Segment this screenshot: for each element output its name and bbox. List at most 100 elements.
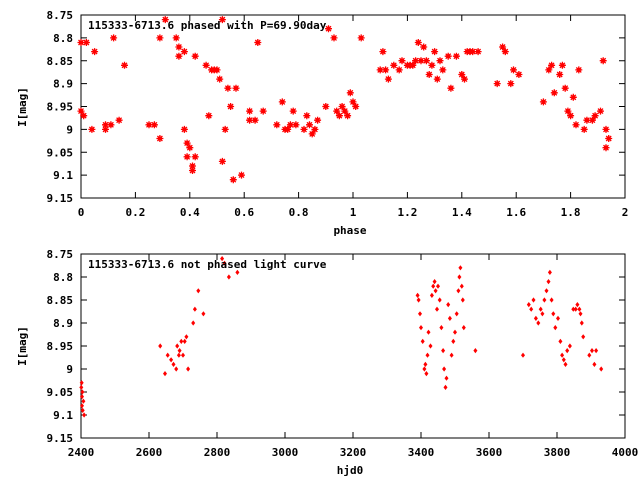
x-tick-label: 0.2 (125, 206, 145, 219)
data-point (514, 70, 524, 79)
data-point (155, 33, 165, 43)
data-point (579, 320, 584, 326)
x-tick-label: 3000 (272, 446, 299, 459)
data-point (459, 283, 464, 289)
data-point (425, 352, 430, 358)
data-point (549, 297, 554, 303)
data-point (172, 33, 181, 43)
y-tick-label: 8.8 (53, 32, 73, 45)
x-tick-label: 3200 (340, 446, 367, 459)
x-tick-label: 0.6 (234, 206, 254, 219)
data-point (587, 352, 592, 358)
data-point (575, 302, 580, 308)
data-point (538, 306, 543, 312)
data-point (590, 348, 594, 354)
data-point (175, 343, 180, 349)
data-point (604, 134, 613, 143)
data-point (235, 269, 240, 275)
data-point (185, 143, 194, 152)
data-point (289, 106, 298, 116)
data-point (346, 88, 355, 97)
data-point (250, 116, 260, 125)
data-point (460, 74, 469, 84)
x-tick-label: 3600 (476, 446, 503, 459)
data-point (577, 306, 582, 312)
data-point (429, 292, 434, 298)
data-point (493, 79, 502, 88)
data-point (259, 106, 268, 116)
data-point (313, 116, 322, 125)
data-point (237, 170, 246, 180)
data-point (114, 116, 124, 125)
data-point (177, 348, 182, 354)
data-point (546, 279, 551, 285)
x-tick-label: 1.8 (561, 206, 581, 219)
data-point (457, 274, 462, 280)
data-point (435, 56, 445, 65)
data-point (424, 371, 429, 377)
data-point (590, 111, 600, 120)
data-point (82, 412, 87, 418)
x-tick-label: 2 (622, 206, 629, 219)
data-point (378, 47, 388, 56)
data-point (555, 70, 564, 79)
data-point (82, 38, 91, 47)
data-point (422, 56, 431, 65)
data-point (536, 320, 541, 326)
y-axis-title: I[mag] (16, 87, 29, 127)
y-tick-label: 9.1 (53, 409, 73, 422)
data-point (397, 56, 407, 65)
x-axis-ticks: 2400 2600 2800 3000 3200 3400 3600 3800 4000 (68, 254, 639, 459)
x-tick-label: 4000 (612, 446, 639, 459)
x-tick-label: 2600 (136, 446, 163, 459)
data-point (558, 338, 563, 344)
data-point (310, 125, 320, 134)
data-point (302, 111, 311, 120)
data-point (218, 157, 227, 166)
data-point (176, 352, 181, 358)
data-point (446, 84, 456, 93)
y-tick-label: 8.9 (53, 317, 73, 330)
data-point (245, 106, 254, 116)
data-point (182, 152, 192, 161)
data-point (155, 134, 165, 143)
data-point (529, 306, 534, 312)
y-tick-label: 9.15 (47, 432, 74, 445)
data-point (561, 357, 566, 363)
x-tick-label: 0.4 (180, 206, 200, 219)
data-point (79, 380, 84, 386)
x-tick-label: 2800 (204, 446, 231, 459)
data-point (443, 384, 448, 390)
data-point (473, 348, 478, 354)
data-point (81, 398, 86, 404)
data-point (174, 42, 184, 52)
data-point (220, 256, 225, 262)
y-tick-label: 8.75 (47, 248, 74, 261)
data-point (599, 366, 604, 372)
x-tick-label: 0.8 (289, 206, 309, 219)
data-point (188, 166, 197, 175)
data-point (550, 88, 559, 97)
data-point (428, 343, 433, 349)
data-point (437, 297, 442, 303)
data-point (442, 366, 447, 372)
data-point (150, 120, 159, 129)
data-point (222, 260, 227, 266)
data-point (357, 33, 366, 43)
data-point (79, 384, 84, 390)
x-tick-label: 0 (78, 206, 85, 219)
data-point (446, 302, 451, 308)
data-point (229, 175, 238, 184)
data-point (180, 125, 189, 134)
y-tick-label: 9 (66, 123, 73, 136)
data-point (501, 47, 510, 56)
data-point (460, 297, 465, 303)
data-point (560, 352, 565, 358)
data-point (556, 315, 560, 321)
data-point (435, 306, 439, 312)
data-point (592, 361, 597, 367)
y-tick-label: 9.05 (47, 146, 74, 159)
data-point (106, 120, 116, 129)
y-axis-ticks: 8.75 8.8 8.85 8.9 8.95 9 9.05 9.1 9.15 (47, 248, 625, 445)
y-tick-label: 8.95 (47, 340, 74, 353)
